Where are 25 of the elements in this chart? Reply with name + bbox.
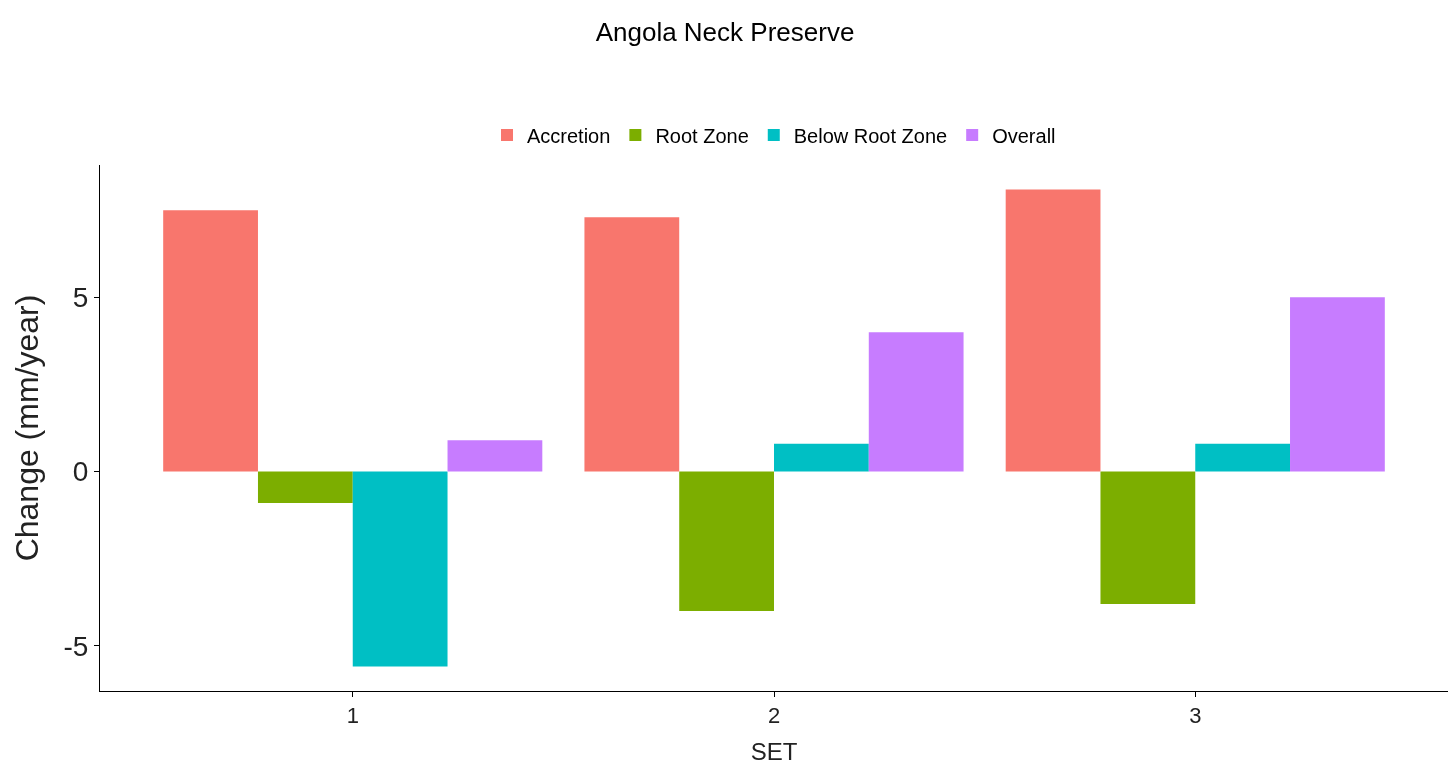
bar: [868, 332, 964, 472]
x-tick-label: 2: [767, 703, 781, 729]
bar: [1290, 297, 1385, 472]
y-tick-label: 5: [72, 282, 89, 314]
y-tick-label: 0: [72, 456, 89, 488]
bar: [1195, 443, 1291, 472]
bar: [447, 440, 543, 472]
bar: [352, 471, 448, 667]
chart-title: Angola Neck Preserve: [595, 17, 855, 48]
legend-label: Accretion: [527, 124, 611, 147]
bar: [163, 210, 258, 472]
x-tick-label: 1: [346, 703, 359, 729]
bar: [257, 471, 353, 503]
bar: [679, 471, 774, 611]
bar: [774, 443, 869, 472]
y-tick-label: -5: [63, 630, 89, 662]
x-axis-title: SET: [750, 737, 798, 765]
y-axis-title: Change (mm/year): [8, 294, 45, 562]
bar: [584, 217, 680, 472]
legend-label: Below Root Zone: [793, 124, 948, 147]
legend-label: Root Zone: [655, 124, 749, 147]
legend-label: Overall: [992, 124, 1056, 147]
bar: [1005, 189, 1101, 472]
x-tick-label: 3: [1189, 703, 1202, 729]
bar: [1100, 471, 1196, 604]
